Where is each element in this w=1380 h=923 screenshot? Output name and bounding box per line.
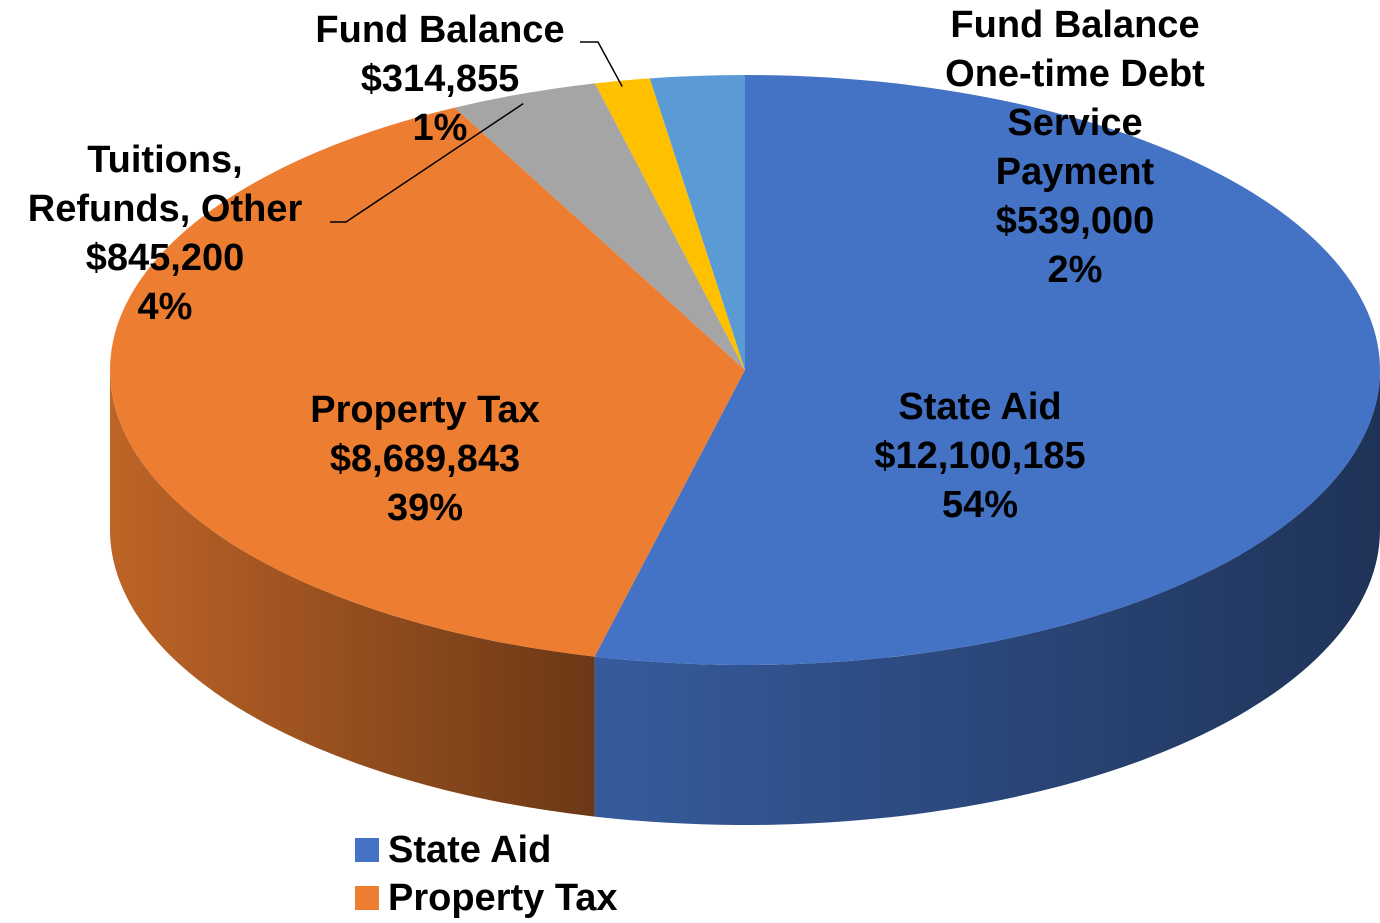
label-value: $314,855 — [360, 58, 520, 100]
label-percent: 1% — [412, 107, 468, 149]
legend-label: State Aid — [388, 829, 552, 871]
slice-side — [594, 370, 1380, 825]
leader-line — [330, 102, 524, 223]
data-label: State Aid $12,100,185 54% — [830, 383, 1130, 530]
label-percent: 39% — [386, 487, 464, 529]
label-name: Tuitions, Refunds, Other — [27, 139, 303, 230]
legend-label: Property Tax — [388, 877, 618, 919]
label-name: Fund Balance — [315, 9, 565, 51]
data-label: Fund Balance $314,855 1% — [290, 6, 590, 153]
slice — [649, 75, 745, 370]
slice — [594, 78, 745, 370]
label-name: State Aid — [898, 386, 1062, 428]
slice — [109, 107, 746, 657]
data-label: Tuitions, Refunds, Other $845,200 4% — [5, 136, 325, 332]
label-value: $845,200 — [85, 237, 245, 279]
slice-side — [110, 370, 595, 817]
label-name: Property Tax — [310, 389, 540, 431]
leader-line — [580, 41, 623, 87]
label-name: Fund Balance One-time Debt Service Payme… — [945, 4, 1205, 193]
legend-swatch — [355, 886, 379, 910]
label-percent: 4% — [137, 286, 193, 328]
data-label: Property Tax $8,689,843 39% — [275, 386, 575, 533]
label-percent: 2% — [1047, 249, 1103, 291]
legend-swatch — [355, 838, 379, 862]
label-value: $12,100,185 — [874, 435, 1086, 477]
data-label: Fund Balance One-time Debt Service Payme… — [925, 1, 1225, 295]
slice — [454, 83, 745, 370]
slice — [594, 75, 1380, 665]
label-value: $8,689,843 — [329, 438, 521, 480]
label-percent: 54% — [941, 484, 1019, 526]
pie-sides — [110, 370, 1380, 825]
label-value: $539,000 — [995, 200, 1155, 242]
